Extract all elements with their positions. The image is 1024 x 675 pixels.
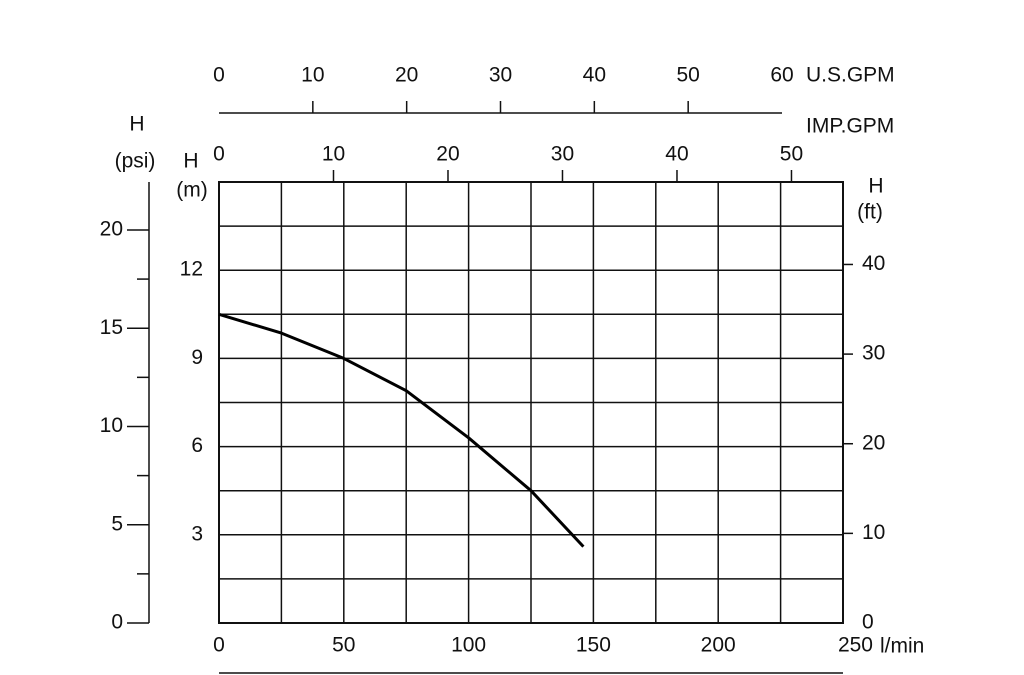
- x-tick-label: 100: [451, 634, 486, 657]
- y2-axis-unit: (ft): [857, 201, 883, 224]
- x3-tick-label: 10: [322, 143, 345, 166]
- y2-tick-label: 10: [862, 521, 885, 544]
- x-tick-label: 50: [332, 634, 355, 657]
- y2-tick-label: 40: [862, 252, 885, 275]
- y2-axis-title: H: [868, 175, 883, 198]
- x2-tick-label: 10: [301, 64, 324, 87]
- x3-axis-title: IMP.GPM: [806, 115, 894, 138]
- y3-axis-unit: (psi): [115, 150, 156, 173]
- y-tick-label: 6: [191, 434, 203, 457]
- x2-tick-label: 50: [676, 64, 699, 87]
- x-axis-title: l/min: [880, 635, 924, 658]
- x-tick-label: 150: [576, 634, 611, 657]
- x2-axis-title: U.S.GPM: [806, 64, 895, 87]
- y-axis-unit: (m): [176, 179, 207, 202]
- x2-tick-label: 40: [583, 64, 606, 87]
- x3-tick-label: 0: [213, 143, 225, 166]
- y2-tick-label: 20: [862, 431, 885, 454]
- x-tick-label: 250: [838, 634, 873, 657]
- y-axis-title: H: [183, 150, 198, 173]
- x3-tick-label: 50: [780, 143, 803, 166]
- x3-tick-label: 20: [436, 143, 459, 166]
- x-tick-label: 0: [213, 634, 225, 657]
- y3-tick-label: 10: [100, 414, 123, 437]
- y-tick-label: 3: [191, 522, 203, 545]
- y3-tick-label: 15: [100, 316, 123, 339]
- x3-tick-label: 30: [551, 143, 574, 166]
- x2-tick-label: 0: [213, 64, 225, 87]
- y-tick-label: 12: [180, 258, 203, 281]
- y3-tick-label: 0: [111, 611, 123, 634]
- x-tick-label: 200: [701, 634, 736, 657]
- y3-axis-title: H: [129, 113, 144, 136]
- x3-tick-label: 40: [665, 143, 688, 166]
- curve: [218, 312, 585, 548]
- x2-tick-label: 60: [770, 64, 793, 87]
- y-tick-label: 9: [191, 346, 203, 369]
- y2-tick-label: 0: [862, 611, 874, 634]
- y2-tick-label: 30: [862, 342, 885, 365]
- x2-tick-label: 20: [395, 64, 418, 87]
- x2-tick-label: 30: [489, 64, 512, 87]
- y3-tick-label: 20: [100, 217, 123, 240]
- y3-tick-label: 5: [111, 512, 123, 535]
